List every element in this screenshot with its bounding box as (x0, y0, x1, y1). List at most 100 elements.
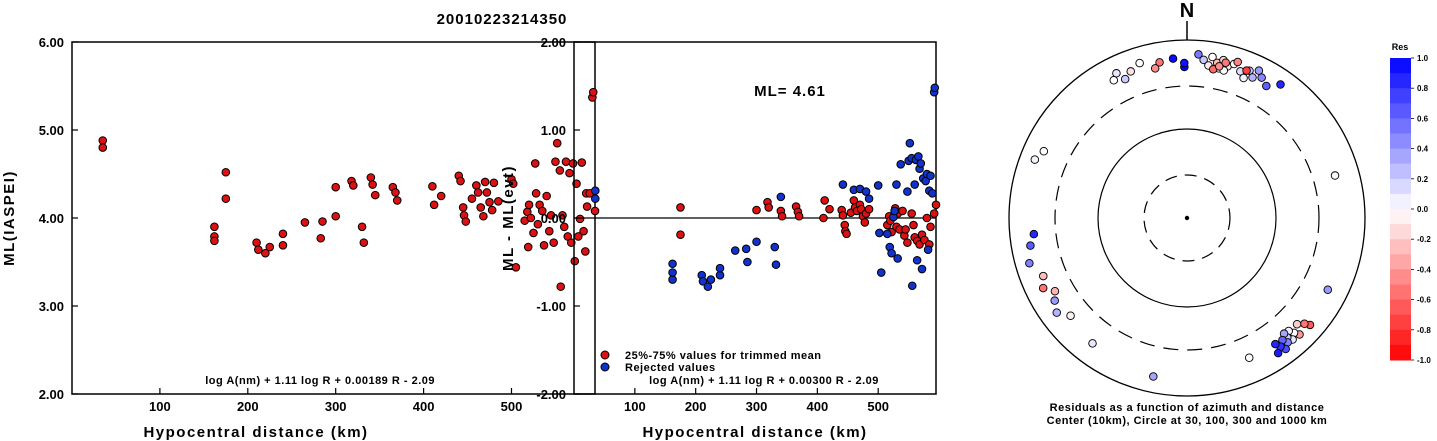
colorbar-cell (1390, 103, 1411, 119)
figure-title: 20010223214350 (437, 11, 568, 28)
data-point (715, 270, 725, 280)
station-marker (1150, 64, 1160, 73)
data-point (316, 233, 326, 243)
data-point (526, 213, 536, 223)
data-point (588, 87, 598, 97)
legend-marker-used (600, 350, 610, 360)
north-label: N (1180, 0, 1194, 22)
data-point (730, 246, 740, 255)
data-point (98, 136, 108, 145)
data-point (485, 197, 494, 207)
station-marker (1052, 308, 1061, 317)
colorbar-cell (1390, 88, 1411, 104)
colorbar-tick-label: 0.8 (1417, 84, 1429, 93)
data-point (261, 248, 270, 258)
data-point (568, 159, 578, 168)
data-point (820, 196, 829, 205)
panel2-ylabel: ML - ML(evt) (500, 165, 517, 271)
residual-colorbar: Res 1.0 0.8 0.6 0.4 0.2 0.0 -0.2 -0.4 -0.6 -0.8 -1… (1390, 42, 1431, 365)
data-point (771, 260, 781, 269)
panel2-formula: log A(nm) + 1.11 log R + 0.00300 R - 2.0… (649, 375, 879, 387)
data-point (551, 157, 560, 166)
colorbar-cell (1390, 299, 1411, 316)
data-point (210, 222, 219, 232)
data-point (926, 171, 935, 181)
data-point (221, 194, 231, 203)
station-marker (1254, 66, 1264, 75)
colorbar-cell (1390, 329, 1411, 346)
data-point (922, 213, 932, 223)
data-point (511, 262, 521, 272)
station-marker (1039, 271, 1048, 281)
data-point (861, 187, 871, 196)
colorbar-tick-label: -0.6 (1417, 296, 1431, 305)
data-point (698, 277, 708, 286)
data-point (668, 275, 677, 284)
data-point (473, 188, 483, 197)
colorbar-cell (1390, 73, 1411, 89)
data-point (542, 191, 551, 201)
data-point (926, 222, 935, 232)
data-point (909, 220, 918, 230)
ml-annotation: ML= 4.61 (754, 83, 826, 100)
panel1-formula: log A(nm) + 1.11 log R + 0.00189 R - 2.0… (205, 375, 435, 387)
data-point (590, 194, 600, 203)
data-point (575, 214, 585, 224)
x-tick-label: 300 (325, 399, 347, 414)
data-point (331, 182, 340, 192)
data-point (391, 188, 400, 197)
station-marker (1199, 55, 1208, 65)
data-point (864, 194, 874, 203)
data-point (930, 83, 940, 93)
colorbar-tick-label: -1.0 (1417, 356, 1431, 365)
station-marker (1025, 258, 1034, 268)
data-point (494, 196, 503, 206)
station-marker (1112, 69, 1121, 78)
data-point (210, 236, 219, 246)
y-tick-label: 2.00 (39, 387, 64, 402)
data-point (825, 204, 834, 214)
data-point (896, 160, 906, 169)
data-point (676, 203, 685, 212)
station-marker (1066, 311, 1075, 320)
data-point (555, 166, 565, 175)
data-point (370, 190, 380, 200)
x-tick-label: 100 (149, 399, 171, 414)
data-point (566, 238, 576, 247)
data-point (928, 189, 937, 198)
station-marker (1233, 57, 1242, 67)
data-point (676, 230, 685, 240)
data-point (265, 242, 275, 252)
colorbar-cell (1390, 58, 1411, 74)
data-point (476, 203, 486, 212)
data-point (357, 222, 367, 232)
data-point (318, 217, 327, 226)
data-point (331, 211, 340, 221)
data-point (429, 200, 439, 210)
station-marker (1221, 58, 1230, 68)
panel2-xlabel: Hypocentral distance (km) (642, 424, 867, 441)
colorbar-cell (1390, 269, 1411, 285)
data-point (529, 228, 538, 238)
colorbar-cell (1390, 239, 1411, 255)
data-point (98, 143, 108, 152)
colorbar-tick-label: 0.6 (1417, 114, 1429, 123)
data-point (392, 196, 402, 205)
x-tick-label: 200 (685, 399, 707, 414)
data-point (929, 209, 939, 218)
data-point (903, 187, 912, 196)
data-point (903, 238, 912, 247)
station-marker (1038, 283, 1048, 293)
legend-marker-rejected (600, 362, 610, 372)
station-marker (1292, 320, 1302, 329)
data-point (905, 138, 915, 148)
station-marker (1126, 67, 1135, 76)
data-point (590, 206, 600, 216)
data-point (487, 205, 497, 215)
circle-1000km (1008, 39, 1366, 397)
data-point (910, 180, 920, 189)
station-marker (1180, 58, 1189, 68)
x-tick-label: 100 (624, 399, 646, 414)
data-point (923, 245, 933, 254)
